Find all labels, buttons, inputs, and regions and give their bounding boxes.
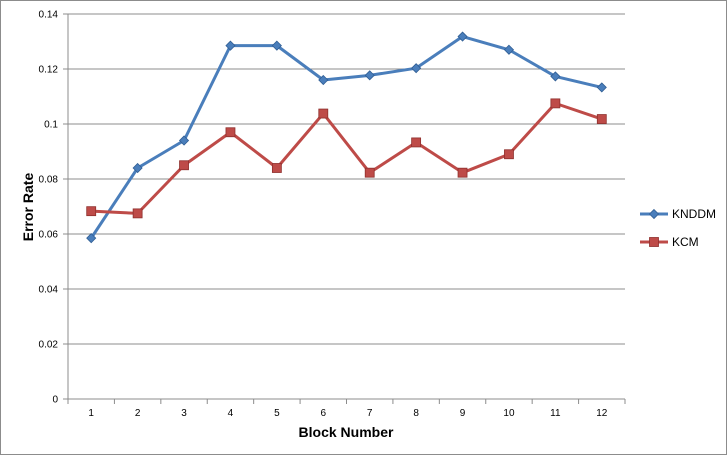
legend-marker — [648, 208, 660, 220]
y-tick-label: 0 — [52, 395, 58, 406]
kcm-point — [318, 108, 329, 119]
kcm-point — [225, 127, 236, 138]
knddm-point — [225, 40, 236, 51]
kcm-point — [271, 163, 282, 173]
y-tick-label: 0.12 — [39, 65, 59, 76]
legend-label: KNDDM — [672, 207, 716, 221]
legend-marker — [649, 237, 659, 247]
x-tick-label: 8 — [413, 408, 419, 419]
y-tick-label: 0.06 — [39, 230, 59, 241]
y-tick-label: 0.14 — [39, 10, 59, 21]
knddm-point — [132, 162, 143, 174]
x-tick-label: 10 — [503, 408, 515, 419]
kcm-point — [132, 208, 143, 219]
y-tick-label: 0.04 — [39, 285, 59, 296]
kcm-point — [411, 137, 422, 148]
y-tick-label: 0.1 — [44, 120, 58, 131]
knddm-point — [411, 63, 422, 74]
knddm-point — [364, 70, 375, 81]
y-tick-label: 0.08 — [39, 175, 59, 186]
knddm-point — [457, 31, 468, 42]
knddm-point — [178, 135, 190, 146]
x-tick-label: 4 — [228, 408, 234, 419]
legend-label: KCM — [672, 235, 699, 249]
gridlines — [63, 13, 625, 400]
y-tick-labels: 0 0.02 0.04 0.06 0.08 0.1 0.12 0.14 — [39, 10, 59, 406]
x-tick-label: 7 — [367, 408, 373, 419]
kcm-point — [550, 98, 561, 109]
y-tick-label: 0.02 — [39, 340, 59, 351]
x-tick-label: 3 — [181, 408, 187, 419]
x-tick-label: 2 — [135, 408, 141, 419]
knddm-point — [86, 233, 97, 244]
y-axis-title: Error Rate — [20, 173, 36, 242]
legend: KNDDM KCM — [640, 207, 716, 249]
kcm-line — [91, 101, 603, 215]
knddm-point — [271, 40, 282, 51]
knddm-point — [318, 74, 329, 86]
kcm-point — [179, 160, 189, 171]
x-tick-label: 6 — [321, 408, 327, 419]
knddm-point — [550, 71, 561, 82]
axes — [67, 14, 626, 404]
series-knddm — [86, 31, 607, 244]
legend-item-kcm: KCM — [640, 235, 699, 249]
kcm-point — [504, 149, 514, 160]
x-tick-label: 12 — [596, 408, 608, 419]
kcm-point — [457, 167, 468, 178]
series-kcm — [86, 98, 607, 219]
kcm-point — [596, 114, 607, 124]
knddm-point — [503, 44, 515, 55]
x-tick-label: 11 — [550, 408, 561, 419]
knddm-line — [89, 35, 603, 239]
x-tick-label: 1 — [88, 408, 94, 419]
x-tick-labels: 1 2 3 4 5 6 7 8 9 10 11 12 — [88, 408, 607, 419]
series-group — [86, 31, 607, 244]
x-tick-label: 9 — [460, 408, 466, 419]
x-tick-label: 5 — [274, 408, 280, 419]
kcm-point — [364, 167, 375, 178]
kcm-point — [86, 206, 97, 217]
knddm-point — [596, 82, 607, 93]
x-axis-title: Block Number — [299, 424, 394, 440]
legend-item-knddm: KNDDM — [640, 207, 716, 221]
